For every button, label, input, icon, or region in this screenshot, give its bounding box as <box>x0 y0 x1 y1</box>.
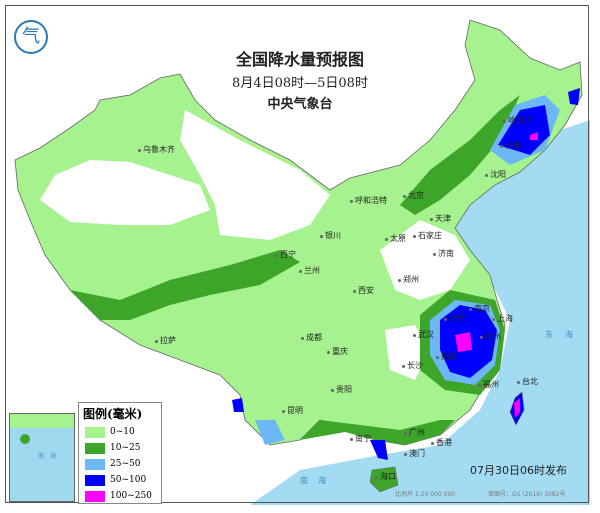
city-label: 贵阳 <box>331 385 352 394</box>
city-label: 济南 <box>433 249 454 258</box>
white-dry-north <box>180 110 330 240</box>
city-label: 杭州 <box>480 332 501 341</box>
rain-100-250-ne <box>530 132 538 140</box>
white-dry-jianghan <box>385 325 430 380</box>
cma-logo: 气 <box>14 20 48 54</box>
city-label: 合肥 <box>444 314 465 323</box>
city-label: 北京 <box>403 191 424 200</box>
city-label: 南昌 <box>436 352 457 361</box>
rain-50-100-ne2 <box>568 88 580 105</box>
inset-hainan <box>20 434 30 444</box>
map-approval-number: 审图号：GS (2019) 3082号 <box>488 491 566 498</box>
city-label: 成都 <box>301 333 322 342</box>
city-label: 呼和浩特 <box>350 196 387 205</box>
forecast-period: 8月4日08时—5日08时 <box>232 76 368 91</box>
legend-label: 100~250 <box>110 491 152 501</box>
legend-title: 图例(毫米) <box>83 407 143 421</box>
city-label: 石家庄 <box>413 231 442 240</box>
hainan <box>369 466 399 493</box>
map-frame <box>5 5 589 503</box>
inset-sea-label: 海 <box>50 453 57 460</box>
legend-item: 50~100 <box>85 472 161 488</box>
city-label: 昆明 <box>282 406 303 415</box>
issue-time: 07月30日06时发布 <box>470 464 567 477</box>
city-label: 长沙 <box>402 361 423 370</box>
city-label: 上海 <box>492 314 513 323</box>
legend-label: 0~10 <box>110 427 135 437</box>
city-label: 哈尔滨 <box>503 116 532 125</box>
inset-land <box>10 414 74 428</box>
city-label: 武汉 <box>413 330 434 339</box>
city-label: 太原 <box>385 234 406 243</box>
sea-label: 海 <box>318 476 326 485</box>
map-title: 全国降水量预报图 <box>235 50 364 69</box>
city-label: 澳门 <box>404 449 425 458</box>
band-10-25-south <box>300 420 455 445</box>
legend-swatch <box>85 490 105 502</box>
city-label: 台北 <box>517 377 538 386</box>
sea-label: 南 <box>300 476 308 485</box>
city-label: 兰州 <box>299 266 320 275</box>
rain-50-100-guangxi <box>370 440 388 460</box>
inset-sea-label: 南 <box>38 453 45 460</box>
white-dry-xinjiang <box>40 160 210 225</box>
legend-item: 25~50 <box>85 456 161 472</box>
legend-label: 25~50 <box>110 459 141 469</box>
sea-label: 东 <box>545 330 553 339</box>
city-label: 海口 <box>375 472 396 481</box>
map-scale: 比例尺 1:20 000 000 <box>395 491 456 498</box>
rain-25-50-yunnan <box>255 420 285 445</box>
city-label: 长春 <box>500 141 521 150</box>
city-label: 银川 <box>320 231 341 240</box>
legend: 图例(毫米) 0~10 10~25 25~50 50~100 100~250 <box>78 402 162 504</box>
issuer: 中央气象台 <box>267 97 333 112</box>
city-label: 香港 <box>431 438 452 447</box>
city-label: 乌鲁木齐 <box>138 145 175 154</box>
sea <box>250 120 590 505</box>
city-label: 沈阳 <box>485 170 506 179</box>
legend-item: 100~250 <box>85 488 161 504</box>
city-label: 广州 <box>404 428 425 437</box>
band-10-25-west <box>70 250 300 320</box>
legend-label: 50~100 <box>110 475 147 485</box>
city-label: 天津 <box>430 214 451 223</box>
city-label: 郑州 <box>398 275 419 284</box>
legend-swatch <box>85 426 105 438</box>
sea-label: 海 <box>565 330 573 339</box>
rain-100-250-yangtze <box>455 332 472 352</box>
city-label: 重庆 <box>327 347 348 356</box>
band-10-25-north <box>400 95 520 215</box>
city-label: 南宁 <box>350 434 371 443</box>
city-label: 福州 <box>478 380 499 389</box>
city-label: 西安 <box>353 286 374 295</box>
city-label: 拉萨 <box>155 336 176 345</box>
legend-item: 0~10 <box>85 424 161 440</box>
city-label: 南京 <box>469 304 490 313</box>
south-china-sea-inset: 南 海 <box>9 413 75 502</box>
rain-50-100-ne <box>498 105 550 155</box>
legend-swatch <box>85 474 105 486</box>
legend-swatch <box>85 458 105 470</box>
legend-item: 10~25 <box>85 440 161 456</box>
rain-50-100-myanmar <box>232 398 244 412</box>
taiwan-core <box>514 398 520 418</box>
white-dry-huabei <box>380 220 470 300</box>
city-label: 西宁 <box>275 250 296 259</box>
legend-label: 10~25 <box>110 443 141 453</box>
legend-swatch <box>85 442 105 454</box>
